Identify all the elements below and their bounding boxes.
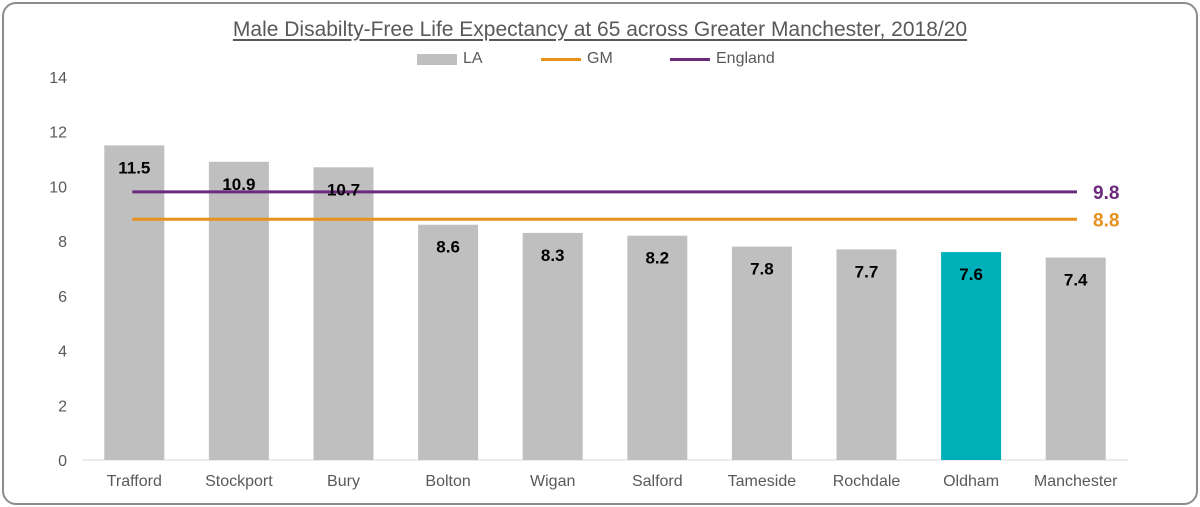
x-tick-label: Salford (632, 473, 683, 490)
bar (1045, 257, 1106, 460)
y-tick-label: 8 (58, 234, 67, 251)
bar (731, 246, 792, 460)
reference-line-label: 9.8 (1093, 183, 1119, 204)
y-tick-label: 12 (49, 125, 67, 142)
data-label: 8.3 (541, 246, 565, 265)
legend-item-england: England (670, 49, 775, 69)
y-tick-label: 6 (58, 289, 67, 306)
data-label: 10.9 (222, 175, 255, 194)
bar (941, 252, 1002, 460)
data-label: 8.6 (436, 238, 460, 257)
x-tick-label: Oldham (943, 473, 999, 490)
bar (104, 145, 165, 460)
y-tick-label: 10 (49, 179, 67, 196)
x-tick-label: Stockport (205, 473, 273, 490)
x-tick-label: Rochdale (833, 473, 901, 490)
chart-title: Male Disabilty-Free Life Expectancy at 6… (232, 18, 968, 41)
x-tick-label: Wigan (530, 473, 575, 490)
x-tick-label: Tameside (728, 473, 797, 490)
x-tick-label: Bolton (425, 473, 470, 490)
legend-item-la: LA (417, 49, 483, 69)
x-tick-label: Bury (327, 473, 360, 490)
bar (208, 161, 269, 461)
bar (313, 167, 374, 460)
reference-line-label: 8.8 (1093, 210, 1119, 231)
data-label: 7.7 (855, 262, 879, 281)
y-tick-label: 4 (58, 344, 67, 361)
bar (522, 232, 583, 460)
data-label: 10.7 (327, 180, 360, 199)
bar (627, 235, 688, 460)
x-tick-label: Manchester (1034, 473, 1118, 490)
data-label: 11.5 (118, 158, 150, 177)
legend-item-gm: GM (541, 49, 613, 69)
legend-label-england: England (716, 50, 775, 67)
legend-label-gm: GM (587, 50, 613, 67)
data-label: 7.4 (1064, 271, 1088, 290)
y-tick-label: 2 (58, 398, 67, 415)
y-tick-label: 14 (49, 70, 67, 87)
x-tick-label: Trafford (107, 473, 162, 490)
legend-swatch-gm (541, 57, 581, 61)
data-label: 7.8 (750, 260, 774, 279)
y-tick-label: 0 (58, 453, 67, 470)
bar (418, 224, 479, 460)
data-label: 7.6 (959, 265, 983, 284)
legend-swatch-england (670, 57, 710, 61)
legend-swatch-la (417, 53, 457, 65)
legend: LA GM England (0, 49, 1200, 69)
legend-label-la: LA (463, 50, 483, 67)
data-label: 8.2 (645, 249, 669, 268)
bar (836, 249, 897, 460)
